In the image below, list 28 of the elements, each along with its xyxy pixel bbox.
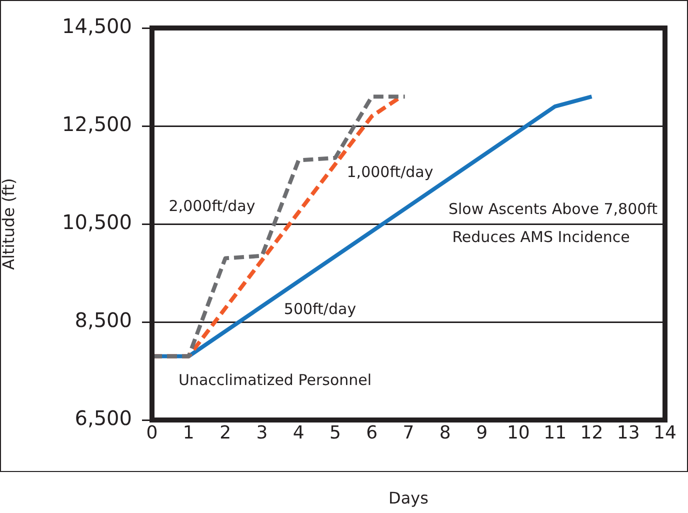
x-tick-label: 11 — [544, 422, 567, 444]
x-tick-label: 10 — [506, 422, 530, 444]
annotation: 2,000ft/day — [168, 196, 256, 215]
x-tick-label: 7 — [402, 422, 414, 444]
x-tick-label: 5 — [329, 422, 341, 444]
y-tick-label: 14,500 — [62, 14, 132, 38]
y-tick-label: 12,500 — [62, 112, 132, 136]
x-tick-label: 13 — [616, 422, 640, 444]
y-axis-title: Altitude (ft) — [0, 178, 18, 270]
annotation: 500ft/day — [284, 300, 356, 318]
annotation: 1,000ft/day — [346, 162, 434, 181]
x-axis-title: Days — [388, 488, 428, 508]
x-tick-label: 4 — [292, 422, 304, 444]
x-tick-label: 9 — [476, 422, 488, 444]
annotation: Reduces AMS Incidence — [452, 228, 630, 246]
annotation: Unacclimatized Personnel — [178, 370, 372, 389]
x-tick-label: 6 — [366, 422, 378, 444]
x-tick-label: 0 — [146, 422, 158, 444]
y-tick-label: 8,500 — [74, 308, 132, 332]
y-tick-label: 6,500 — [74, 406, 132, 430]
x-tick-label: 3 — [256, 422, 268, 444]
x-tick-label: 1 — [182, 422, 194, 444]
x-tick-label: 12 — [580, 422, 604, 444]
x-tick-label: 8 — [439, 422, 451, 444]
annotation: Slow Ascents Above 7,800ft — [448, 200, 658, 218]
y-tick-label: 10,500 — [62, 210, 132, 234]
x-tick-label: 2 — [220, 422, 232, 444]
x-tick-label: 14 — [654, 422, 676, 444]
